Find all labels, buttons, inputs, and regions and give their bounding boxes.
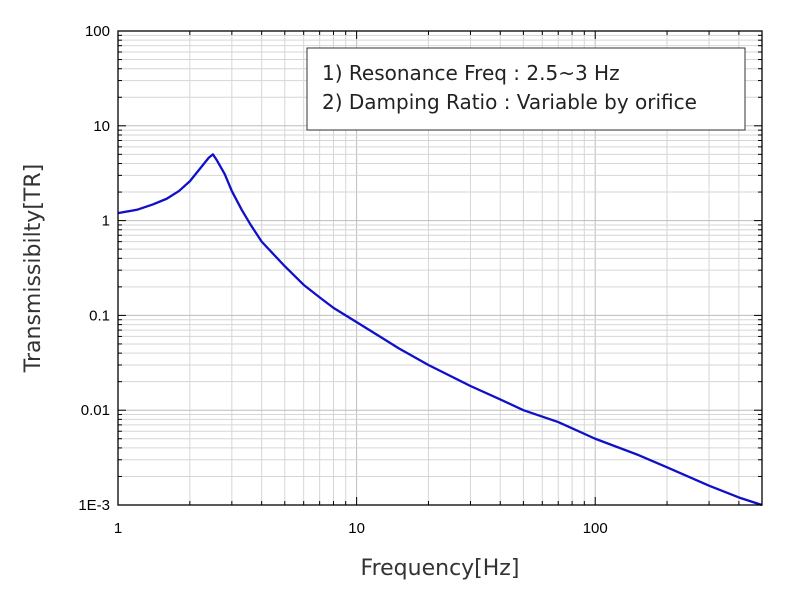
y-axis-title: Transmissibilty[TR] xyxy=(21,164,46,373)
x-tick-label: 1 xyxy=(114,520,122,537)
x-tick-label: 100 xyxy=(583,520,608,537)
plot-frame xyxy=(117,30,763,506)
tick-labels: 1 10 100 100 10 1 0.1 0.01 1E-3 xyxy=(78,23,607,537)
y-tick-label: 100 xyxy=(85,23,110,40)
y-tick-label: 10 xyxy=(93,118,110,135)
y-tick-label: 0.01 xyxy=(81,402,110,419)
annotation-box: 1) Resonance Freq : 2.5~3 Hz 2) Damping … xyxy=(306,47,746,131)
x-tick-label: 10 xyxy=(348,520,365,537)
series-layer xyxy=(117,153,763,507)
annotation-frame xyxy=(306,47,746,131)
annotation-line-1: 1) Resonance Freq : 2.5~3 Hz xyxy=(322,61,620,85)
y-tick-label: 0.1 xyxy=(89,307,110,324)
ticks xyxy=(117,31,763,506)
x-axis-title: Frequency[Hz] xyxy=(361,556,520,581)
y-tick-label: 1 xyxy=(102,213,110,230)
y-tick-label: 1E-3 xyxy=(78,497,110,514)
series-line xyxy=(117,153,763,507)
annotation-line-2: 2) Damping Ratio : Variable by orifice xyxy=(322,90,697,114)
